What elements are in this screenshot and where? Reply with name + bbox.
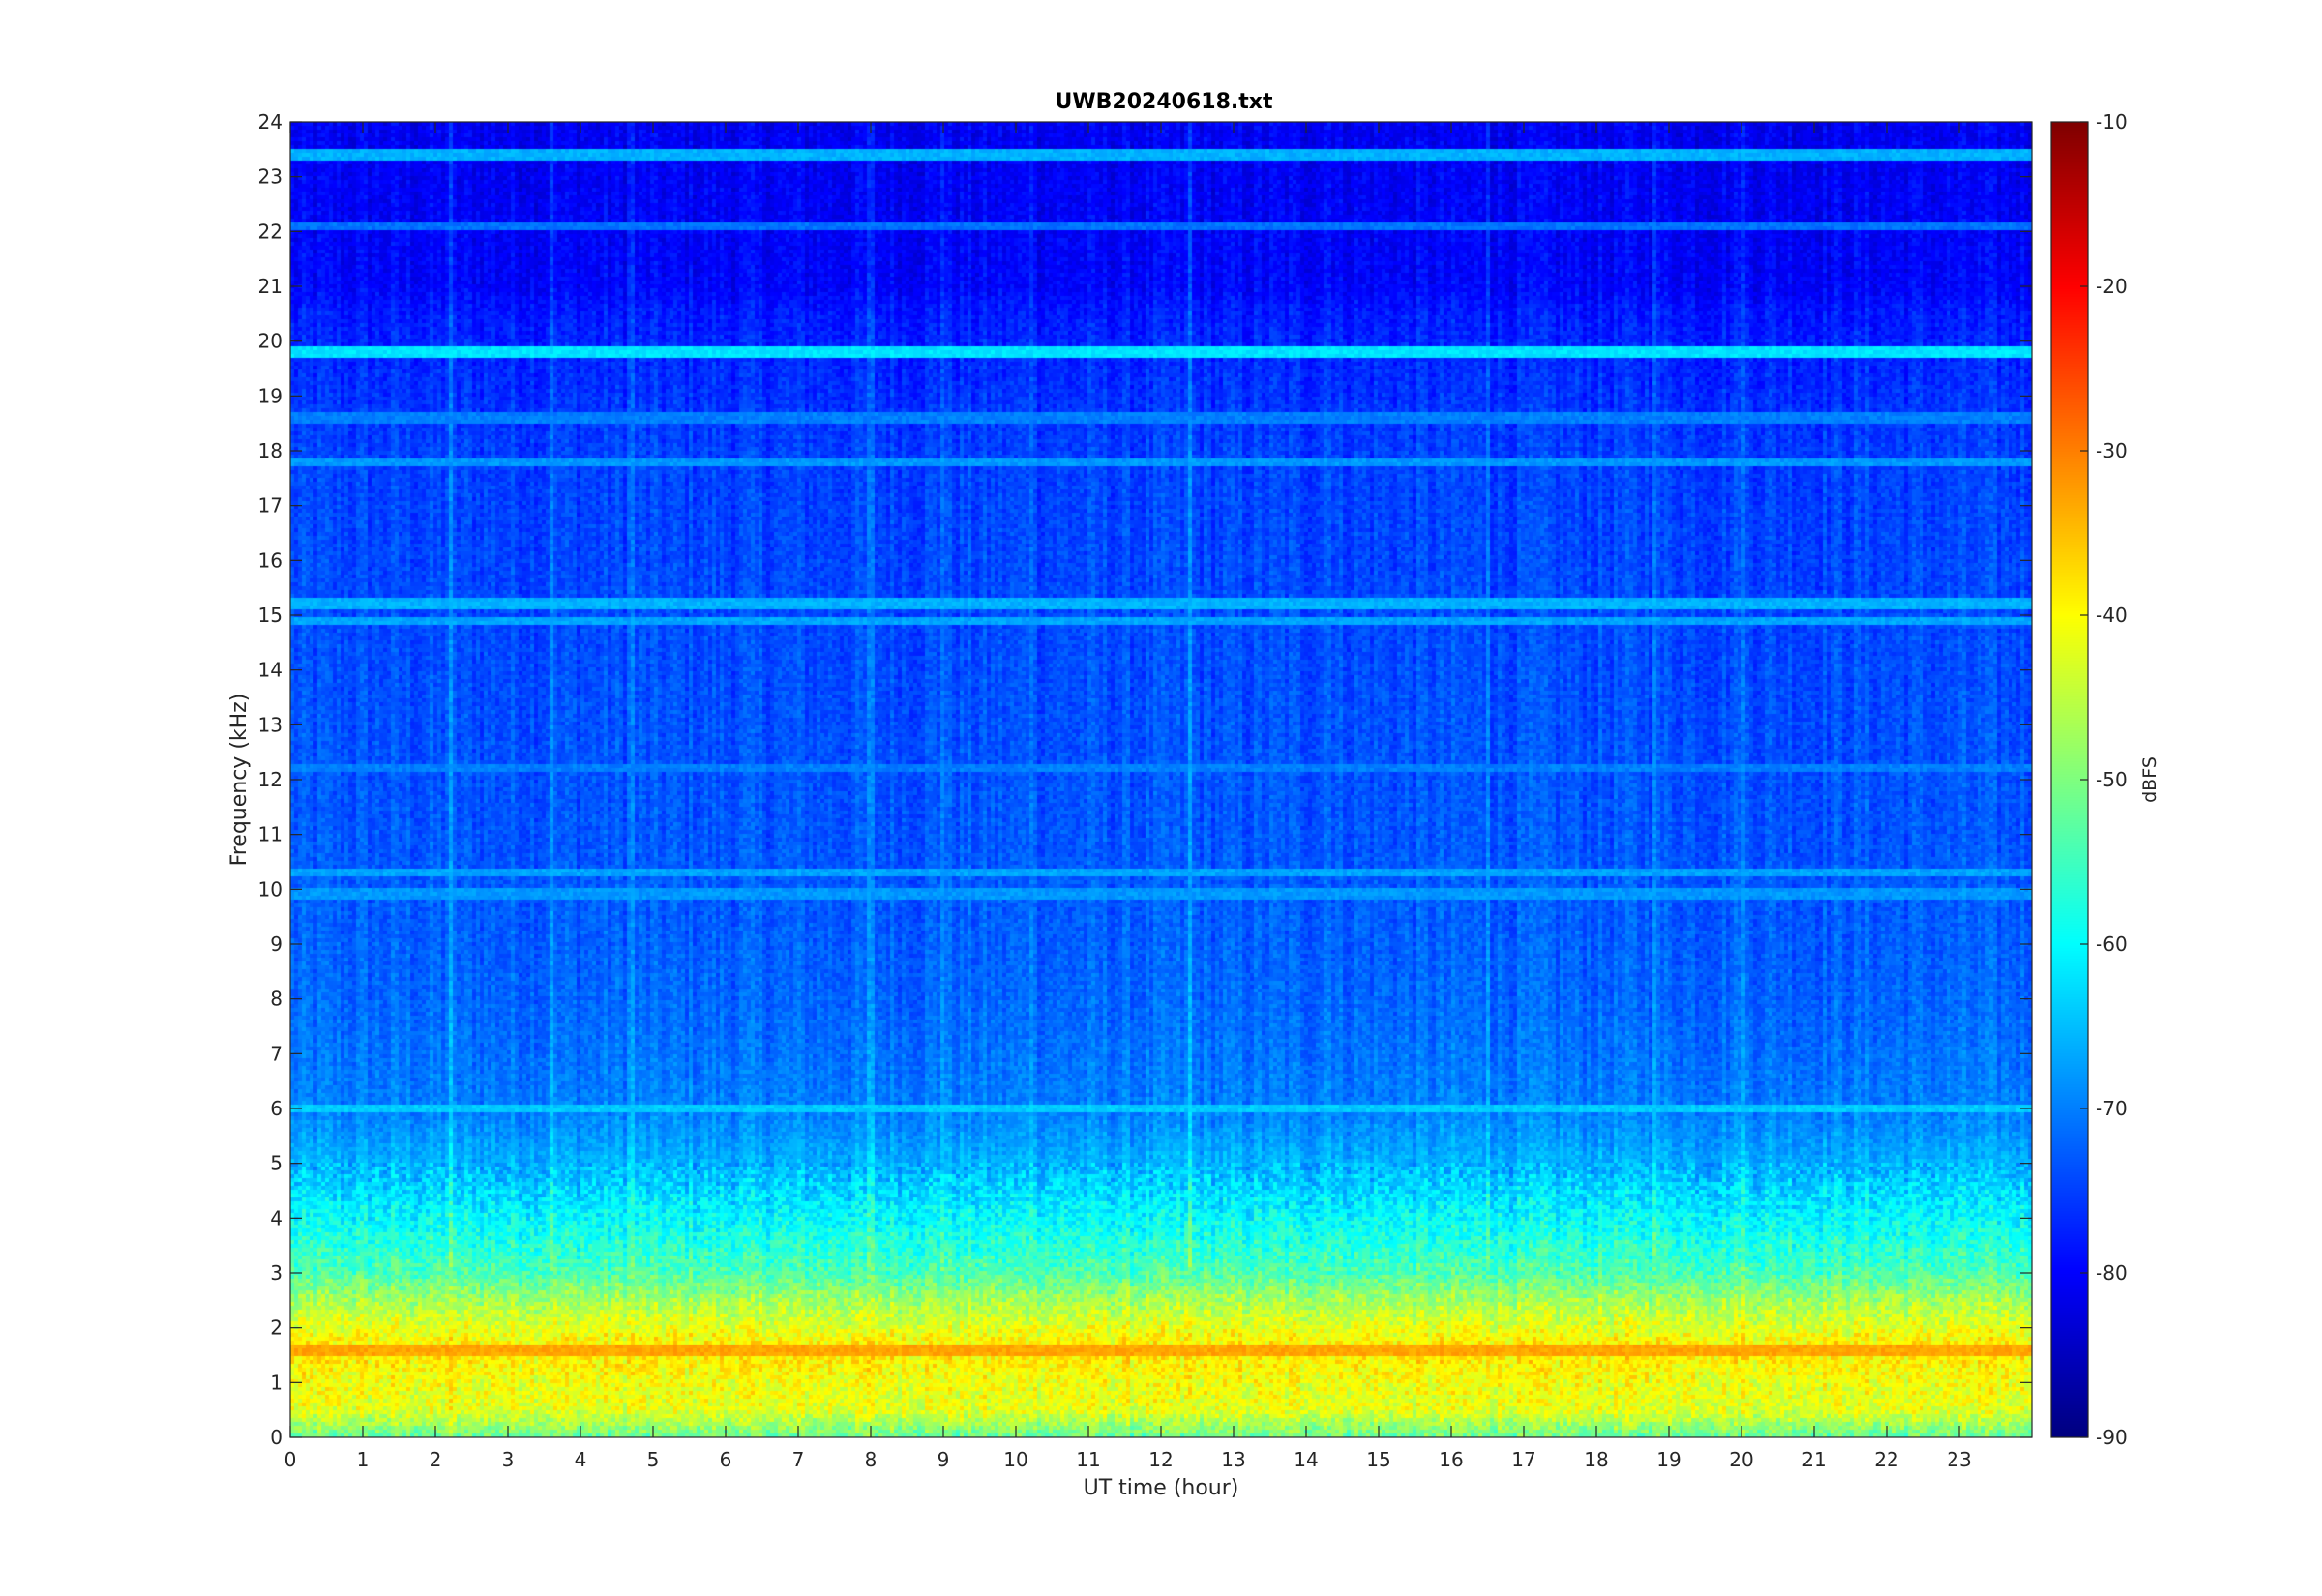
y-tick-label: 11 bbox=[258, 823, 283, 846]
x-tick-label: 22 bbox=[1874, 1448, 1898, 1471]
x-tick-label: 3 bbox=[502, 1448, 515, 1471]
chart-title: UWB20240618.txt bbox=[1056, 90, 1273, 114]
y-tick-label: 19 bbox=[258, 384, 283, 407]
x-axis-label: UT time (hour) bbox=[1084, 1476, 1239, 1500]
y-tick-label: 7 bbox=[270, 1042, 283, 1065]
y-tick-label: 3 bbox=[270, 1261, 283, 1285]
x-tick-label: 0 bbox=[284, 1448, 297, 1471]
x-tick-label: 6 bbox=[720, 1448, 732, 1471]
colorbar-tick-label: -40 bbox=[2096, 604, 2128, 627]
x-tick-label: 16 bbox=[1439, 1448, 1463, 1471]
y-tick-label: 16 bbox=[258, 548, 283, 572]
y-tick-label: 20 bbox=[258, 330, 283, 353]
y-tick-label: 18 bbox=[258, 439, 283, 462]
y-tick-label: 2 bbox=[270, 1316, 283, 1340]
x-tick-label: 12 bbox=[1148, 1448, 1173, 1471]
colorbar-tick-label: -30 bbox=[2096, 439, 2128, 462]
x-tick-label: 19 bbox=[1656, 1448, 1681, 1471]
y-tick-label: 24 bbox=[258, 110, 283, 133]
x-axis: 0 1 2 3 4 5 6 7 8 9 10 11 12 13 14 15 16 17 18 19 20 21 22 23 bbox=[284, 122, 1972, 1471]
y-tick-label: 15 bbox=[258, 604, 283, 627]
colorbar-tick-label: -20 bbox=[2096, 275, 2128, 298]
x-tick-label: 2 bbox=[430, 1448, 442, 1471]
colorbar-tick-label: -50 bbox=[2096, 768, 2128, 791]
spectrogram-image bbox=[290, 122, 2032, 1437]
colorbar-tick-label: -80 bbox=[2096, 1261, 2128, 1285]
y-tick-label: 0 bbox=[270, 1426, 283, 1449]
y-tick-label: 10 bbox=[258, 877, 283, 901]
y-tick-label: 22 bbox=[258, 220, 283, 243]
colorbar-tick-label: -10 bbox=[2096, 110, 2128, 133]
x-tick-label: 1 bbox=[357, 1448, 370, 1471]
x-tick-label: 18 bbox=[1584, 1448, 1608, 1471]
y-tick-label: 5 bbox=[270, 1152, 283, 1175]
x-tick-label: 13 bbox=[1221, 1448, 1245, 1471]
y-tick-label: 21 bbox=[258, 275, 283, 298]
y-tick-label: 1 bbox=[270, 1371, 283, 1394]
x-tick-label: 23 bbox=[1947, 1448, 1971, 1471]
x-tick-label: 15 bbox=[1366, 1448, 1390, 1471]
y-tick-label: 6 bbox=[270, 1097, 283, 1120]
y-tick-label: 8 bbox=[270, 988, 283, 1011]
y-tick-label: 12 bbox=[258, 768, 283, 791]
x-tick-label: 4 bbox=[575, 1448, 587, 1471]
colorbar-label: dBFS bbox=[2139, 756, 2160, 803]
y-tick-label: 23 bbox=[258, 165, 283, 189]
colorbar-ticks: -10 -20 -30 -40 -50 -60 -70 -80 -90 bbox=[2080, 110, 2128, 1449]
y-tick-label: 13 bbox=[258, 713, 283, 736]
x-tick-label: 8 bbox=[865, 1448, 878, 1471]
x-tick-label: 14 bbox=[1294, 1448, 1318, 1471]
x-tick-label: 9 bbox=[938, 1448, 950, 1471]
x-tick-label: 7 bbox=[792, 1448, 805, 1471]
y-tick-label: 14 bbox=[258, 659, 283, 682]
colorbar-tick-label: -70 bbox=[2096, 1097, 2128, 1120]
y-tick-label: 9 bbox=[270, 932, 283, 956]
colorbar-tick-label: -90 bbox=[2096, 1426, 2128, 1449]
plot-area bbox=[289, 121, 2033, 1438]
x-tick-label: 10 bbox=[1003, 1448, 1027, 1471]
x-tick-label: 11 bbox=[1076, 1448, 1100, 1471]
x-tick-label: 17 bbox=[1511, 1448, 1535, 1471]
colorbar: -10 -20 -30 -40 -50 -60 -70 -80 -90 dBFS bbox=[2050, 110, 2160, 1449]
y-tick-label: 4 bbox=[270, 1206, 283, 1229]
y-tick-label: 17 bbox=[258, 494, 283, 517]
y-axis-label: Frequency (kHz) bbox=[227, 694, 252, 867]
x-tick-label: 20 bbox=[1729, 1448, 1753, 1471]
x-tick-label: 21 bbox=[1801, 1448, 1826, 1471]
x-tick-label: 5 bbox=[647, 1448, 660, 1471]
colorbar-tick-label: -60 bbox=[2096, 932, 2128, 956]
